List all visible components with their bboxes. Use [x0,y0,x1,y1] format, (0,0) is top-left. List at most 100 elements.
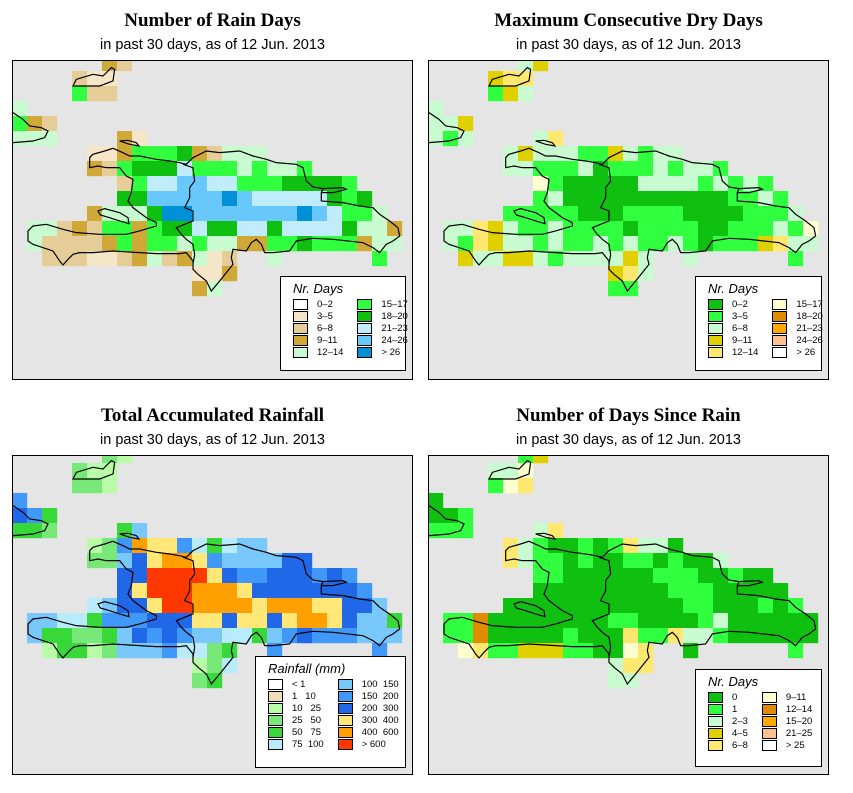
grid-cell [207,221,223,237]
grid-cell [758,613,774,629]
legend-column: 15–17 18–20 21–23 24–26 > 26 [357,298,408,358]
grid-cell [132,553,148,569]
grid-cell [623,251,639,267]
grid-cell [87,236,103,252]
grid-cell [533,628,549,644]
grid-cell [147,538,163,554]
legend-swatch [268,726,283,738]
grid-cell [728,613,744,629]
grid-cell [147,161,163,177]
grid-cell [102,146,118,162]
grid-cell [578,553,594,569]
grid-cell [387,613,403,629]
legend-item: 12–14 [708,346,758,358]
legend-item: 18–20 [357,310,408,322]
grid-cell [57,643,73,659]
grid-cell [27,221,43,237]
legend-label: < 1 [292,678,306,690]
grid-cell [252,221,268,237]
grid-cell [638,583,654,599]
grid-cell [518,236,534,252]
grid-cell [638,628,654,644]
legend-swatch [708,298,723,310]
grid-cell [222,538,238,554]
grid-cell [503,553,519,569]
grid-cell [638,176,654,192]
grid-cell [743,598,759,614]
grid-cell [132,161,148,177]
legend-column: 0 1 2–3 4–5 6–8 [708,691,748,751]
grid-cell [27,116,43,132]
grid-cell [803,221,819,237]
grid-cell [668,568,684,584]
legend-item: 21–23 [772,322,823,334]
grid-cell [503,613,519,629]
grid-cell [387,628,403,644]
grid-cell [773,191,789,207]
map-canvas [429,61,819,297]
grid-cell [623,176,639,192]
legend-label: 12–14 [785,703,813,715]
legend-swatch [268,714,283,726]
legend-label: > 600 [361,738,386,750]
grid-cell [533,176,549,192]
grid-cell [57,236,73,252]
legend-column: 0–2 3–5 6–8 9–11 12–14 [293,298,343,358]
grid-cell [698,598,714,614]
grid-cell [713,191,729,207]
panel-title: Total Accumulated Rainfall [100,405,325,426]
grid-cell [608,266,624,282]
grid-cell [327,236,343,252]
legend-swatch [708,715,723,727]
grid-cell [698,568,714,584]
grid-cell [252,191,268,207]
grid-cell [312,236,328,252]
legend-swatch [761,739,777,751]
grid-cell [357,613,373,629]
legend-swatch [708,310,723,322]
legend-swatch [708,739,723,751]
grid-cell [593,146,609,162]
grid-cell [533,61,549,72]
panel-subtitle: in past 30 days, as of 12 Jun. 2013 [100,432,325,448]
grid-cell [533,251,549,267]
legend-swatch [357,322,373,334]
grid-cell [42,643,58,659]
legend-swatch [708,322,723,334]
grid-cell [638,643,654,659]
grid-cell [267,206,283,222]
grid-cell [372,221,388,237]
grid-cell [87,643,103,659]
grid-cell [728,221,744,237]
grid-cell [788,221,804,237]
grid-cell [192,206,208,222]
legend-item: 24–26 [357,334,408,346]
grid-cell [533,456,549,464]
grid-cell [668,236,684,252]
grid-cell [387,221,403,237]
grid-cell [788,251,804,267]
legend-swatch [268,702,283,714]
grid-cell [207,658,223,674]
legend-label: > 25 [785,739,805,751]
grid-cell [162,221,178,237]
grid-cell [192,658,208,674]
grid-cell [282,191,298,207]
grid-cell [282,236,298,252]
panel-subtitle: in past 30 days, as of 12 Jun. 2013 [516,432,741,448]
legend: Nr. Days 0 1 2–3 4–5 6–8 9–11 12–14 15–20 21–25 > … [695,669,822,767]
grid-cell [222,643,238,659]
grid-cell [713,628,729,644]
grid-cell [72,86,88,102]
grid-cell [102,643,118,659]
grid-cell [758,628,774,644]
grid-cell [443,523,459,539]
grid-cell [578,538,594,554]
legend-label: 6–8 [732,322,748,334]
grid-cell [147,206,163,222]
grid-cell [488,478,504,494]
legend-swatch [761,703,777,715]
legend-item: 18–20 [772,310,823,322]
grid-cell [57,221,73,237]
grid-cell [503,598,519,614]
